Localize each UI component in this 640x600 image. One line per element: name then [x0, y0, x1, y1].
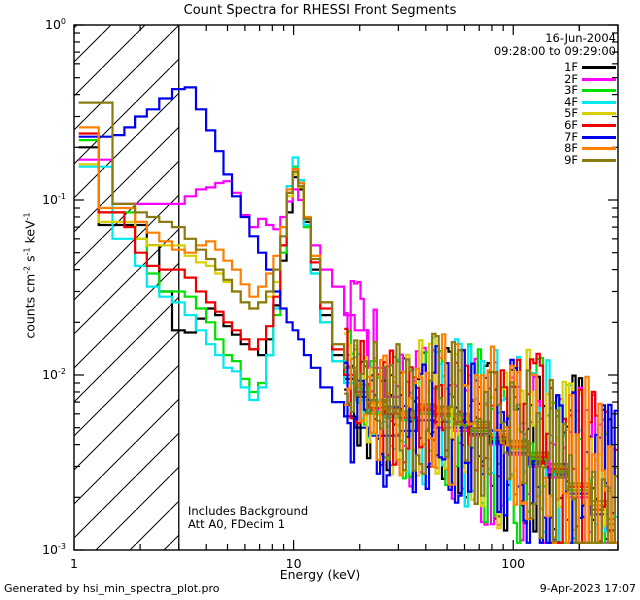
legend-swatch-2F	[582, 77, 616, 81]
legend-swatch-8F	[582, 147, 616, 151]
legend-label-3F: 3F	[564, 83, 578, 98]
annotation-line-2: Att A0, FDecim 1	[188, 517, 286, 531]
legend-swatch-6F	[582, 124, 616, 127]
observation-date: 16-Jun-2004	[545, 31, 616, 45]
x-axis-label: Energy (keV)	[279, 567, 361, 582]
footer-generated-by: Generated by hsi_min_spectra_plot.pro	[4, 582, 220, 595]
page-title: Count Spectra for RHESSI Front Segments	[183, 3, 457, 18]
legend-item-7F: 7F	[534, 129, 618, 144]
legend-label-8F: 8F	[564, 141, 578, 156]
x-tick-label: 1	[70, 556, 78, 571]
x-tick-label: 10	[285, 556, 302, 571]
legend-item-8F: 8F	[534, 141, 618, 156]
x-tick-label: 100	[501, 556, 526, 571]
plot-frame	[73, 24, 619, 551]
observation-time-range: 09:28:00 to 09:29:00	[493, 44, 616, 58]
annotation-line-1: Includes Background	[188, 504, 309, 518]
legend-swatch-1F	[582, 66, 616, 69]
legend-item-6F: 6F	[534, 118, 618, 132]
legend-item-2F: 2F	[534, 71, 618, 86]
legend-label-7F: 7F	[564, 129, 578, 144]
legend-item-5F: 5F	[534, 106, 618, 121]
y-tick-label: 10-2	[42, 366, 66, 382]
legend-item-4F: 4F	[534, 94, 618, 109]
legend-swatch-5F	[582, 112, 616, 116]
series-noise-9F	[344, 332, 618, 544]
hatched-cutoff-region	[74, 25, 179, 550]
legend-label-2F: 2F	[564, 71, 578, 86]
y-tick-label: 10-1	[42, 191, 66, 207]
legend-swatch-7F	[582, 135, 616, 139]
y-tick-label: 10-3	[42, 541, 66, 557]
legend-swatch-3F	[582, 89, 616, 93]
legend-label-4F: 4F	[564, 94, 578, 109]
legend-swatch-9F	[582, 158, 616, 162]
legend-item-3F: 3F	[534, 83, 618, 98]
footer-timestamp: 9-Apr-2023 17:07	[539, 582, 636, 595]
legend-label-6F: 6F	[564, 118, 578, 132]
observation-header: 16-Jun-2004 09:28:00 to 09:29:00	[0, 32, 616, 58]
plot-annotation: Includes Background Att A0, FDecim 1	[188, 505, 308, 531]
y-tick-label: 100	[45, 16, 66, 32]
legend-item-1F: 1F	[534, 60, 618, 74]
legend-item-9F: 9F	[534, 152, 618, 167]
legend-swatch-4F	[582, 100, 616, 104]
legend-label-9F: 9F	[564, 152, 578, 167]
legend-label-1F: 1F	[564, 60, 578, 74]
legend-label-5F: 5F	[564, 106, 578, 121]
